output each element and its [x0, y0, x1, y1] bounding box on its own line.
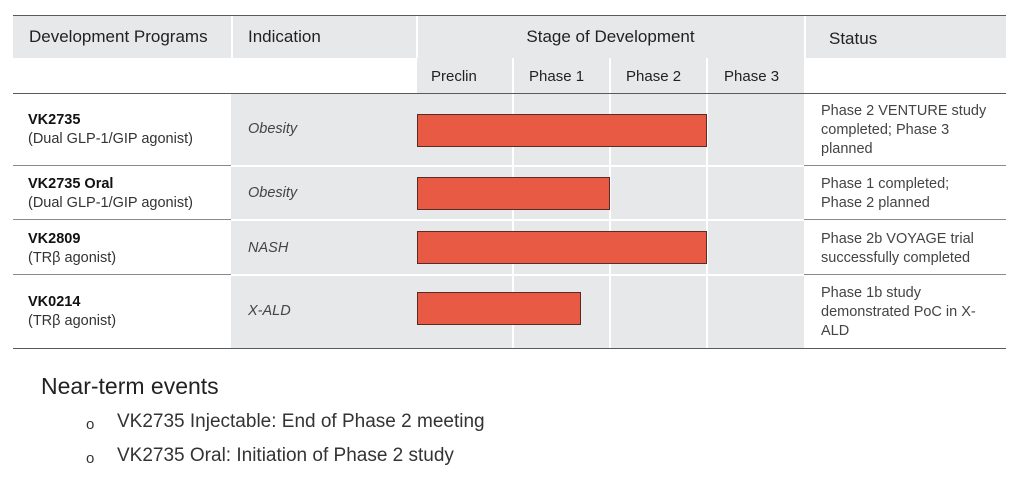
program-mechanism: (Dual GLP-1/GIP agonist)	[28, 131, 193, 147]
status-line: Phase 1b study	[821, 285, 921, 301]
status-cell: Phase 1 completed; Phase 2 planned	[821, 175, 949, 213]
row-divider	[231, 274, 804, 276]
row-rule	[13, 274, 231, 275]
indication-cell: NASH	[248, 240, 289, 256]
bullet-icon: o	[86, 416, 95, 433]
program-cell: VK2809 (TRβ agonist)	[28, 230, 116, 268]
status-line: planned	[821, 141, 873, 157]
status-line: successfully completed	[821, 250, 971, 266]
indication-cell: Obesity	[248, 185, 298, 201]
phase-label-phase-3: Phase 3	[724, 68, 780, 85]
phase-divider	[609, 58, 611, 348]
status-line: ALD	[821, 323, 850, 339]
program-name: VK0214	[28, 294, 81, 310]
header-development-programs: Development Programs	[29, 27, 208, 46]
header-indication: Indication	[248, 27, 321, 46]
phase-label-phase-1: Phase 1	[529, 68, 585, 85]
table-row: VK2735 Oral (Dual GLP-1/GIP agonist) Obe…	[13, 166, 1006, 219]
event-item: VK2735 Oral: Initiation of Phase 2 study	[117, 445, 454, 466]
row-rule	[13, 219, 231, 220]
near-term-events-title: Near-term events	[41, 373, 219, 399]
program-cell: VK2735 (Dual GLP-1/GIP agonist)	[28, 111, 193, 149]
header-bottom-rule	[13, 93, 1006, 94]
table-row: VK2735 (Dual GLP-1/GIP agonist) Obesity …	[13, 94, 1006, 165]
progress-bar	[417, 177, 610, 210]
phase-label-phase-2: Phase 2	[626, 68, 682, 85]
row-rule	[804, 274, 1006, 275]
table-bottom-rule	[13, 348, 1006, 349]
program-name: VK2809	[28, 231, 81, 247]
status-line: Phase 2 planned	[821, 195, 930, 211]
table-top-rule	[13, 15, 1006, 16]
status-line: Phase 1 completed;	[821, 176, 950, 192]
indication-cell: Obesity	[248, 121, 298, 137]
row-divider	[231, 165, 804, 167]
row-rule	[13, 165, 231, 166]
row-divider	[231, 219, 804, 221]
status-line: demonstrated PoC in X-	[821, 304, 976, 320]
row-rule	[804, 219, 1006, 220]
row-rule	[804, 165, 1006, 166]
status-cell: Phase 1b study demonstrated PoC in X- AL…	[821, 284, 976, 341]
program-name: VK2735	[28, 112, 81, 128]
program-cell: VK0214 (TRβ agonist)	[28, 293, 116, 331]
program-mechanism: (Dual GLP-1/GIP agonist)	[28, 195, 193, 211]
header-divider	[416, 16, 418, 58]
status-cell: Phase 2b VOYAGE trial successfully compl…	[821, 230, 974, 268]
indication-column-bg	[231, 94, 417, 348]
program-mechanism: (TRβ agonist)	[28, 250, 117, 266]
table-row: VK0214 (TRβ agonist) X-ALD Phase 1b stud…	[13, 275, 1006, 348]
status-cell: Phase 2 VENTURE study completed; Phase 3…	[821, 102, 986, 159]
table-row: VK2809 (TRβ agonist) NASH Phase 2b VOYAG…	[13, 220, 1006, 274]
bullet-icon: o	[86, 450, 95, 467]
program-name: VK2735 Oral	[28, 176, 114, 192]
phase-divider	[706, 58, 708, 348]
phase-label-preclin: Preclin	[431, 68, 477, 85]
header-divider	[231, 16, 233, 58]
header-status: Status	[829, 29, 878, 48]
program-mechanism: (TRβ agonist)	[28, 313, 117, 329]
progress-bar	[417, 231, 707, 264]
status-line: Phase 2 VENTURE study	[821, 103, 987, 119]
header-stage-of-development: Stage of Development	[526, 27, 695, 46]
table-header-row	[13, 16, 1006, 58]
indication-cell: X-ALD	[248, 303, 291, 319]
header-divider	[804, 16, 806, 58]
program-cell: VK2735 Oral (Dual GLP-1/GIP agonist)	[28, 175, 193, 213]
event-item: VK2735 Injectable: End of Phase 2 meetin…	[117, 411, 485, 432]
progress-bar	[417, 114, 707, 147]
progress-bar	[417, 292, 581, 325]
status-line: Phase 2b VOYAGE trial	[821, 231, 974, 247]
status-line: completed; Phase 3	[821, 122, 950, 138]
